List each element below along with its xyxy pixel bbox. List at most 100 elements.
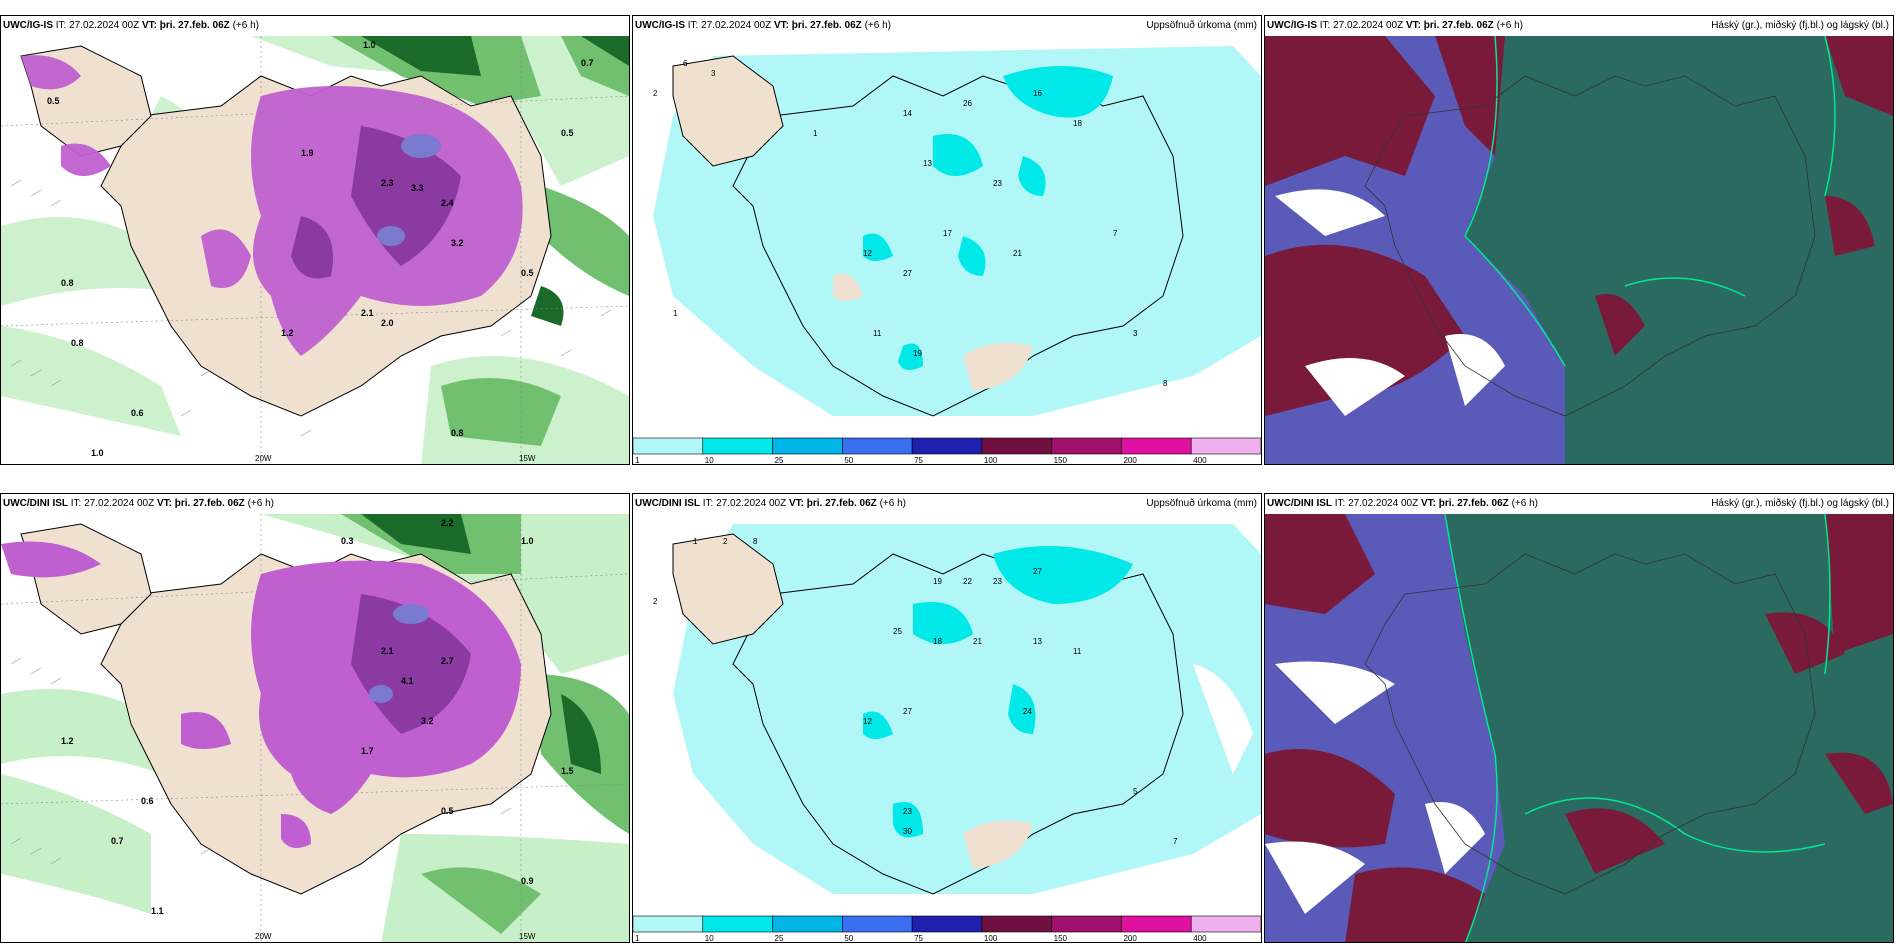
svg-text:2.1: 2.1 — [361, 308, 374, 318]
colorbar-swatch — [772, 437, 843, 455]
svg-text:0.6: 0.6 — [131, 408, 144, 418]
panel-igis-wind-precip: UWC/IG-IS IT: 27.02.2024 00Z VT: þri. 27… — [0, 15, 630, 465]
svg-text:2: 2 — [723, 537, 728, 546]
colorbar-swatch — [633, 915, 704, 933]
axis-label-20w-p1: 20W — [255, 454, 272, 463]
colorbar-tick-label: 75 — [914, 456, 923, 464]
panel-header: UWC/DINI ISL IT: 27.02.2024 00Z VT: þri.… — [3, 498, 274, 509]
colorbar-swatch — [1121, 915, 1192, 933]
svg-text:4.1: 4.1 — [401, 676, 414, 686]
svg-text:3.3: 3.3 — [411, 183, 424, 193]
map-dini-clouds — [1265, 514, 1893, 942]
svg-text:27: 27 — [1033, 567, 1042, 576]
colorbar-swatch — [1051, 437, 1122, 455]
svg-text:2: 2 — [653, 89, 658, 98]
svg-text:21: 21 — [973, 637, 982, 646]
colorbar-swatch — [1121, 437, 1192, 455]
svg-text:1.1: 1.1 — [151, 906, 164, 916]
svg-text:13: 13 — [1033, 637, 1042, 646]
panel-dini-clouds: UWC/DINI ISL IT: 27.02.2024 00Z VT: þri.… — [1264, 493, 1894, 943]
svg-text:0.5: 0.5 — [47, 96, 60, 106]
panel-igis-clouds: UWC/IG-IS IT: 27.02.2024 00Z VT: þri. 27… — [1264, 15, 1894, 465]
svg-text:3.2: 3.2 — [451, 238, 464, 248]
colorbar-tick-label: 100 — [984, 934, 998, 942]
colorbar-swatch — [702, 437, 773, 455]
svg-text:0.5: 0.5 — [561, 128, 574, 138]
svg-text:2.2: 2.2 — [441, 518, 454, 528]
colorbar-swatch — [702, 915, 773, 933]
svg-text:1.0: 1.0 — [91, 448, 104, 458]
panel-dini-wind-precip: UWC/DINI ISL IT: 27.02.2024 00Z VT: þri.… — [0, 493, 630, 943]
svg-text:1.7: 1.7 — [361, 746, 374, 756]
svg-text:1.0: 1.0 — [521, 536, 534, 546]
svg-text:27: 27 — [903, 269, 912, 278]
svg-text:1.9: 1.9 — [301, 148, 314, 158]
svg-text:19: 19 — [933, 577, 942, 586]
svg-text:18: 18 — [1073, 119, 1082, 128]
svg-text:1.5: 1.5 — [561, 766, 574, 776]
svg-text:2.0: 2.0 — [381, 318, 394, 328]
svg-text:0.8: 0.8 — [451, 428, 464, 438]
svg-text:2.1: 2.1 — [381, 646, 394, 656]
colorbar-swatch — [842, 915, 913, 933]
colorbar-tick-label: 150 — [1054, 456, 1068, 464]
axis-label-20w-p4: 20W — [255, 932, 272, 941]
panel-dini-accum-precip: UWC/DINI ISL IT: 27.02.2024 00Z VT: þri.… — [632, 493, 1262, 943]
colorbar-tick-label: 25 — [775, 456, 784, 464]
svg-text:23: 23 — [993, 577, 1002, 586]
svg-text:0.9: 0.9 — [521, 876, 534, 886]
colorbar-tick-label: 150 — [1054, 934, 1068, 942]
svg-text:18: 18 — [933, 637, 942, 646]
colorbar-tick-label: 400 — [1193, 934, 1207, 942]
svg-text:1: 1 — [693, 537, 698, 546]
svg-text:0.3: 0.3 — [341, 536, 354, 546]
svg-text:3: 3 — [711, 69, 716, 78]
svg-text:8: 8 — [1163, 379, 1168, 388]
svg-text:8: 8 — [753, 537, 758, 546]
svg-text:7: 7 — [1173, 837, 1178, 846]
colorbar-swatch — [1190, 915, 1261, 933]
colorbar-tick-label: 50 — [844, 934, 853, 942]
colorbar-swatch — [911, 915, 983, 933]
svg-text:1.2: 1.2 — [61, 736, 74, 746]
colorbar-tick-label: 25 — [775, 934, 784, 942]
svg-text:0.5: 0.5 — [521, 268, 534, 278]
colorbar-swatch — [1190, 437, 1261, 455]
svg-text:1.2: 1.2 — [281, 328, 294, 338]
colorbar-tick-label: 10 — [705, 456, 714, 464]
svg-text:23: 23 — [903, 807, 912, 816]
svg-text:23: 23 — [993, 179, 1002, 188]
svg-text:7: 7 — [1113, 229, 1118, 238]
colorbar-tick-label: 200 — [1123, 934, 1137, 942]
colorbar-tick-label: 10 — [705, 934, 714, 942]
svg-text:27: 27 — [903, 707, 912, 716]
svg-text:11: 11 — [873, 329, 882, 338]
svg-text:3.2: 3.2 — [421, 716, 434, 726]
colorbar-tick-label: 50 — [844, 456, 853, 464]
colorbar-swatch — [772, 915, 843, 933]
panel-igis-accum-precip: UWC/IG-IS IT: 27.02.2024 00Z VT: þri. 27… — [632, 15, 1262, 465]
colorbar-tick-label: 400 — [1193, 456, 1207, 464]
colorbar-tick-label: 200 — [1123, 456, 1137, 464]
panel-header: UWC/IG-IS IT: 27.02.2024 00Z VT: þri. 27… — [3, 20, 259, 31]
panel-header: UWC/DINI ISL IT: 27.02.2024 00Z VT: þri.… — [635, 498, 1257, 509]
colorbar-swatch — [633, 437, 704, 455]
colorbar-swatch — [981, 915, 1052, 933]
svg-text:30: 30 — [903, 827, 912, 836]
colorbar-tick-label: 1 — [635, 456, 640, 464]
panel-header: UWC/IG-IS IT: 27.02.2024 00Z VT: þri. 27… — [635, 20, 1257, 31]
svg-text:16: 16 — [1033, 89, 1042, 98]
svg-text:25: 25 — [893, 627, 902, 636]
svg-text:12: 12 — [863, 249, 872, 258]
colorbar-swatch — [842, 437, 913, 455]
svg-text:14: 14 — [903, 109, 912, 118]
svg-text:24: 24 — [1023, 707, 1032, 716]
svg-text:1: 1 — [673, 309, 678, 318]
svg-text:22: 22 — [963, 577, 972, 586]
axis-label-15w: 15W — [519, 454, 536, 463]
map-igis-wind-precip: 1.00.70.5 2.3 3.32.4 2.12.00.5 0.80.80.6 … — [1, 36, 629, 464]
svg-text:19: 19 — [913, 349, 922, 358]
svg-text:0.8: 0.8 — [61, 278, 74, 288]
svg-text:0.7: 0.7 — [111, 836, 124, 846]
